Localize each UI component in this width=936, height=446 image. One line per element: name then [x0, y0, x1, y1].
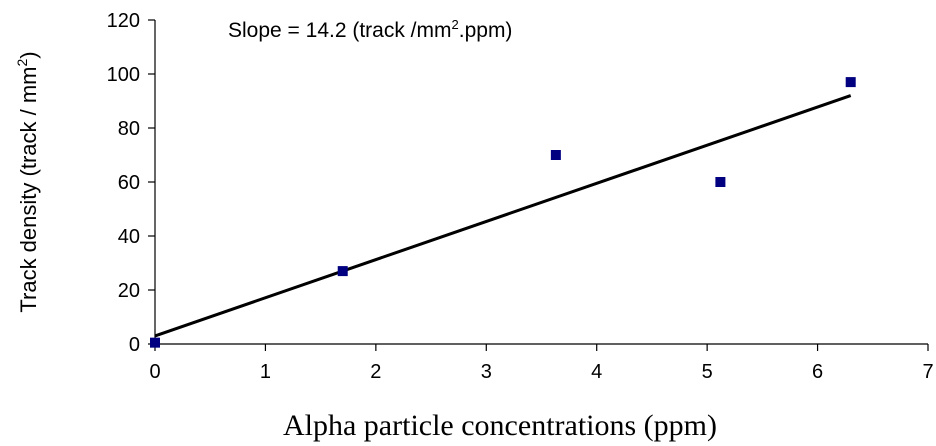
x-tick-label: 0 [149, 361, 160, 383]
x-tick-label: 3 [481, 361, 492, 383]
y-tick-label: 0 [129, 334, 140, 356]
x-tick-label: 7 [922, 361, 933, 383]
annotation-superscript: 2 [452, 17, 459, 32]
data-point [337, 266, 348, 277]
x-tick-label: 6 [812, 361, 823, 383]
y-tick-label: 80 [118, 118, 140, 140]
y-axis-label-close: ) [16, 51, 41, 58]
fit-layer [154, 94, 852, 338]
annotation-rest: .ppm) [459, 19, 513, 42]
x-ticks: 0 1 2 3 4 5 6 7 [149, 344, 934, 383]
y-tick-label: 100 [107, 64, 140, 86]
y-tick-label: 20 [118, 280, 140, 302]
data-point [715, 177, 726, 187]
y-tick-label: 120 [107, 10, 140, 32]
data-point [845, 77, 856, 88]
data-point [550, 150, 561, 160]
x-tick-label: 5 [702, 361, 713, 383]
fit-line [154, 94, 852, 338]
y-tick-label: 40 [118, 226, 140, 248]
annotation: Slope = 14.2 (track /mm2.ppm) [228, 17, 512, 42]
x-tick-label: 4 [591, 361, 602, 383]
x-tick-label: 2 [370, 361, 381, 383]
data-point [150, 337, 160, 348]
y-axis-label: Track density (track / mm2) [14, 51, 41, 312]
y-ticks: 0 20 40 60 80 100 120 [107, 10, 155, 356]
annotation-main: Slope = 14.2 (track /mm [228, 19, 452, 42]
data-points [150, 77, 856, 348]
x-axis-label: Alpha particle concentrations (ppm) [283, 409, 717, 442]
y-axis-label-superscript: 2 [14, 59, 30, 67]
x-tick-label: 1 [260, 361, 271, 383]
y-axis-label-main: Track density (track / mm [16, 67, 41, 313]
y-tick-label: 60 [118, 172, 140, 194]
